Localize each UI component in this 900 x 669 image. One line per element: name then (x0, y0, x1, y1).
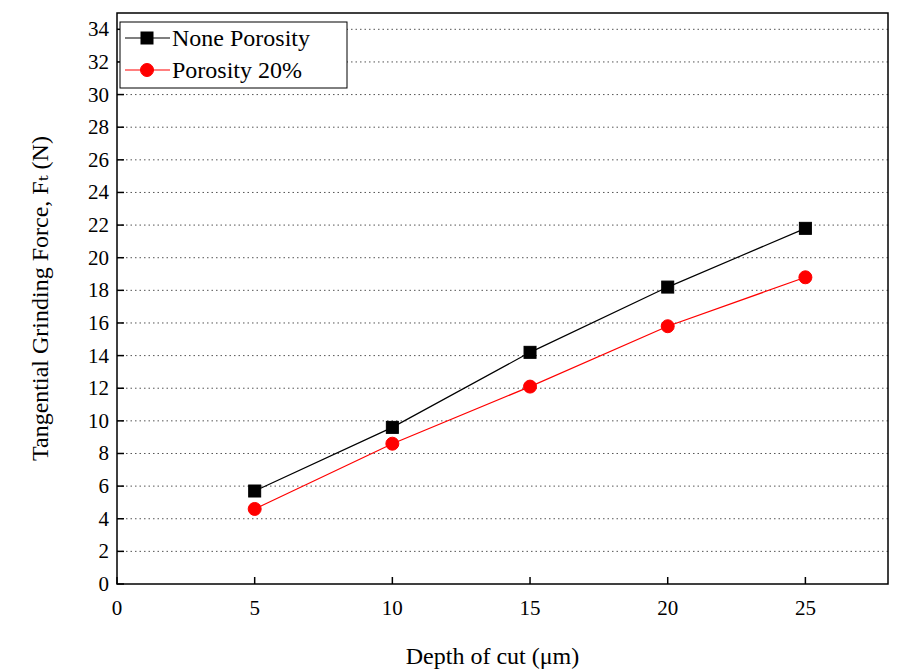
grid-line (117, 551, 888, 552)
y-tick-label: 16 (88, 311, 109, 335)
grid-line (117, 453, 888, 454)
y-tick (117, 290, 124, 292)
legend-label: None Porosity (172, 25, 310, 51)
grid-line (117, 486, 888, 487)
y-tick (117, 453, 124, 455)
grid-line (117, 225, 888, 226)
marker (386, 421, 398, 433)
grid-line (117, 94, 888, 95)
y-tick-label: 18 (88, 278, 109, 302)
legend-marker (141, 32, 153, 44)
x-tick (254, 577, 256, 584)
series-line (255, 277, 806, 509)
series-line (255, 228, 806, 491)
x-tick-label: 25 (795, 596, 816, 620)
y-tick-label: 8 (99, 441, 110, 465)
y-tick-label: 6 (99, 474, 110, 498)
y-tick-label: 24 (88, 180, 110, 204)
axes: 0246810121416182022242628303234051015202… (88, 17, 816, 620)
y-tick-label: 10 (88, 409, 109, 433)
grid-line (117, 518, 888, 519)
y-tick-label: 0 (99, 572, 110, 596)
x-tick (392, 577, 394, 584)
y-tick (117, 485, 124, 487)
grid-line (117, 388, 888, 389)
y-tick (117, 257, 124, 259)
x-tick-label: 15 (520, 596, 541, 620)
grid-line (117, 127, 888, 128)
marker (799, 271, 812, 284)
chart: 0246810121416182022242628303234051015202… (0, 0, 900, 669)
grid-line (117, 355, 888, 356)
marker (524, 346, 536, 358)
y-tick (117, 192, 124, 194)
y-tick-label: 28 (88, 115, 109, 139)
y-axis-label: Tangential Grinding Force, Fₜ (N) (27, 136, 53, 461)
marker (799, 222, 811, 234)
x-tick-label: 5 (249, 596, 260, 620)
legend: None Porosity Porosity 20% (120, 22, 347, 88)
legend-marker (141, 64, 154, 77)
y-tick-label: 30 (88, 83, 109, 107)
y-tick (117, 224, 124, 226)
grid-line (117, 420, 888, 421)
x-tick (529, 577, 531, 584)
y-tick (117, 518, 124, 520)
grid-line (117, 257, 888, 258)
x-tick (667, 577, 669, 584)
y-tick (117, 322, 124, 324)
x-tick-label: 0 (112, 596, 123, 620)
y-tick-label: 22 (88, 213, 109, 237)
legend-box (120, 22, 347, 88)
y-tick-label: 20 (88, 246, 109, 270)
y-tick-label: 26 (88, 148, 109, 172)
x-tick-label: 20 (657, 596, 678, 620)
y-tick (117, 94, 124, 96)
plot-frame (117, 13, 888, 584)
grid-line (117, 290, 888, 291)
y-tick (117, 387, 124, 389)
y-tick-label: 12 (88, 376, 109, 400)
legend-label: Porosity 20% (172, 57, 302, 83)
grid-line (117, 192, 888, 193)
y-tick (117, 159, 124, 161)
y-tick (117, 126, 124, 128)
marker (386, 437, 399, 450)
grid-line (117, 159, 888, 160)
plot-data (248, 222, 812, 515)
y-tick-label: 32 (88, 50, 109, 74)
marker (524, 380, 537, 393)
x-tick-label: 10 (382, 596, 403, 620)
grid-line (117, 322, 888, 323)
marker (661, 320, 674, 333)
y-tick (117, 355, 124, 357)
marker (662, 281, 674, 293)
y-tick-label: 4 (99, 507, 110, 531)
grid (117, 29, 888, 551)
marker (249, 485, 261, 497)
marker (248, 502, 261, 515)
y-tick-label: 2 (99, 539, 110, 563)
y-tick (117, 420, 124, 422)
y-tick-label: 14 (88, 344, 110, 368)
y-tick (117, 551, 124, 553)
page: {"chart_data": {"type": "line", "x_label… (0, 0, 900, 669)
x-tick (805, 577, 807, 584)
y-tick-label: 34 (88, 17, 110, 41)
x-axis-label: Depth of cut (μm) (406, 643, 579, 669)
